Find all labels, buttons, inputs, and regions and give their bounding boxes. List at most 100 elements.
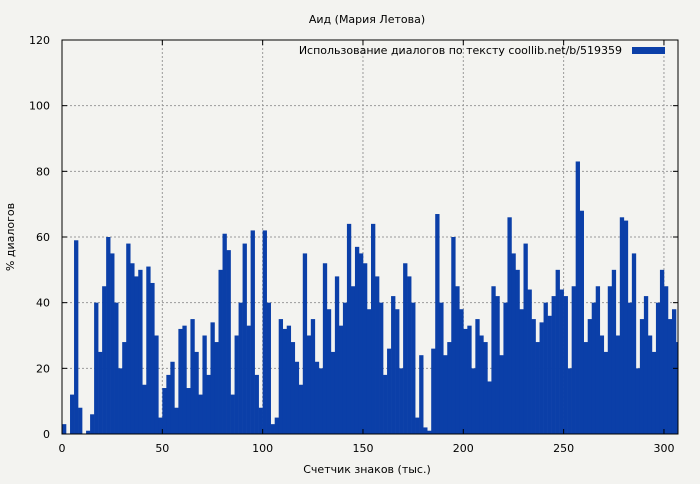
bar [575,161,580,434]
bar [571,286,576,434]
x-tick-label: 300 [653,442,674,455]
bar [531,319,536,434]
bar [399,368,404,434]
bar [286,325,292,434]
bar [246,325,251,434]
bar [218,269,223,434]
bar [210,322,215,434]
bar [443,355,448,434]
bar [407,276,412,434]
bar [118,368,123,434]
bar [242,243,247,434]
x-axis-label: Счетчик знаков (тыс.) [303,463,431,476]
bar [166,374,171,434]
bar [647,335,653,434]
bar [451,237,456,434]
bar [234,335,239,434]
bar [262,230,267,434]
bar [459,309,464,434]
bar [595,286,601,434]
bar [122,342,127,434]
bar [346,223,352,434]
bar [503,302,508,434]
bar [222,233,227,434]
bar [435,214,440,434]
bar [591,302,597,434]
bar [455,286,460,434]
bar [527,289,532,434]
bar [278,319,284,434]
bar [358,253,364,434]
y-tick-label: 80 [36,165,50,178]
bar [98,351,103,434]
bar [475,319,480,434]
bar [659,269,665,434]
bar [298,384,304,434]
bar [326,309,332,434]
bar [651,351,657,434]
bar [182,325,187,434]
bar [643,296,649,434]
bar [563,296,568,434]
bar [138,269,143,434]
x-tick-label: 100 [252,442,273,455]
bar [334,276,340,434]
bar [306,335,312,434]
bar [567,368,572,434]
bar [379,302,384,434]
x-tick-label: 250 [553,442,574,455]
bar [322,263,328,434]
bar [294,361,300,434]
bar [186,388,191,434]
bar [447,342,452,434]
ticks-layer: 0 20 40 60 80 100 120 0 50 100 150 200 250 300 [29,34,678,455]
bar [146,266,151,434]
bar [607,286,613,434]
bar [214,342,219,434]
bar [154,335,159,434]
bar [387,348,392,434]
bar [635,368,641,434]
y-tick-label: 40 [36,297,50,310]
bar [338,325,344,434]
legend-label: Использование диалогов по тексту coollib… [299,44,622,57]
bar [423,427,428,434]
bar [471,368,476,434]
bar [611,269,617,434]
bar [499,355,504,434]
y-tick-label: 120 [29,34,50,47]
bar [631,253,637,434]
bar [371,223,376,434]
bar [114,302,119,434]
bar [515,269,520,434]
bar [539,322,544,434]
bar [158,417,163,434]
bar [170,361,175,434]
bar [599,335,605,434]
bar [535,342,540,434]
x-tick-label: 0 [59,442,66,455]
bar [675,342,679,434]
bar [254,374,259,434]
bar [487,381,492,434]
bar [266,302,271,434]
x-tick-label: 200 [453,442,474,455]
bar [250,230,255,434]
bar [62,424,67,434]
bar [354,246,360,434]
bar [663,286,669,434]
bar [314,361,320,434]
bar [194,351,199,434]
bar [619,217,625,434]
bar [463,328,468,434]
bar [130,263,135,434]
plot-frame [61,39,679,435]
bar [555,269,560,434]
bar [411,302,416,434]
bar [603,351,609,434]
bar [94,302,99,434]
legend: Использование диалогов по тексту coollib… [299,44,665,57]
y-tick-label: 100 [29,100,50,113]
y-axis-label: % диалогов [4,203,17,271]
